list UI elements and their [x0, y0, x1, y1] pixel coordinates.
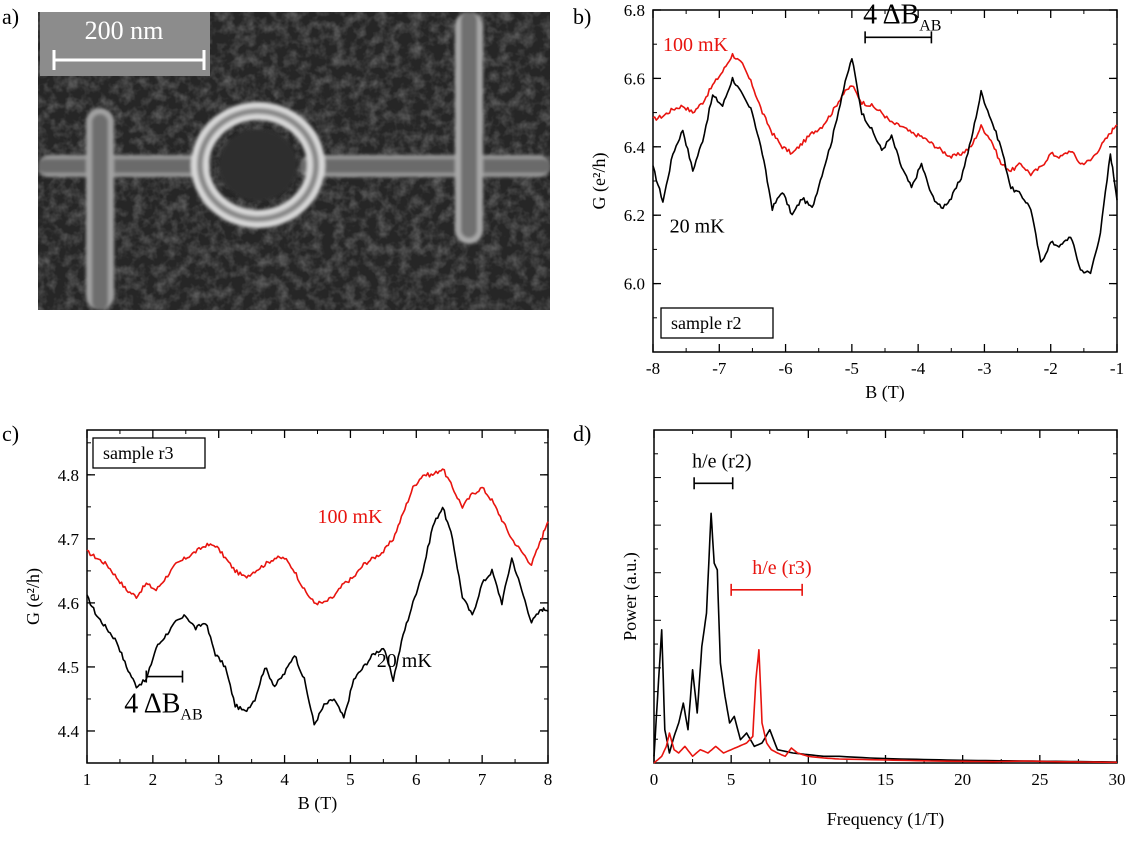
x-tick-label: 15 — [877, 770, 894, 789]
x-tick-label: 5 — [346, 770, 355, 789]
sample-label: sample r2 — [671, 313, 741, 333]
x-tick-label: -2 — [1044, 359, 1058, 378]
y-tick-label: 6.6 — [624, 69, 645, 88]
x-axis-label: B (T) — [865, 382, 905, 403]
x-tick-label: 10 — [800, 770, 817, 789]
period-annotation: 4 ΔBAB — [863, 0, 941, 34]
y-tick-label: 6.0 — [624, 275, 645, 294]
series-line-100-mK — [652, 52, 1118, 177]
x-tick-label: -4 — [911, 359, 926, 378]
y-tick-label: 4.4 — [58, 722, 80, 741]
x-tick-label: -8 — [646, 359, 660, 378]
sample-label: sample r3 — [103, 443, 173, 463]
series-label: 20 mK — [670, 215, 726, 237]
x-tick-label: 5 — [727, 770, 736, 789]
period-annotation-subscript: AB — [180, 707, 202, 724]
series-label: 20 mK — [377, 650, 433, 672]
sem-image: 200 nm — [38, 12, 550, 310]
panel-b-label: b) — [573, 4, 591, 29]
series-line-r2 — [653, 512, 1118, 763]
x-tick-label: 4 — [280, 770, 289, 789]
period-annotation: 4 ΔBAB — [124, 689, 202, 724]
x-axis-label: Frequency (1/T) — [827, 809, 944, 830]
y-tick-label: 6.4 — [624, 138, 646, 157]
x-tick-label: -7 — [712, 359, 727, 378]
x-tick-label: -6 — [778, 359, 792, 378]
panel-c-label: c) — [2, 421, 19, 446]
x-tick-label: -1 — [1110, 359, 1124, 378]
panel-d-frame — [653, 429, 1118, 764]
series-label: 100 mK — [663, 34, 729, 56]
y-tick-label: 4.8 — [58, 466, 79, 485]
x-tick-label: 30 — [1109, 770, 1126, 789]
y-tick-label: 4.7 — [58, 530, 80, 549]
x-tick-label: 7 — [478, 770, 487, 789]
x-tick-label: 0 — [650, 770, 659, 789]
x-tick-label: 1 — [83, 770, 92, 789]
series-label: 100 mK — [318, 506, 384, 528]
x-tick-label: 20 — [954, 770, 971, 789]
y-tick-label: 4.6 — [58, 594, 79, 613]
y-axis-label: G (e²/h) — [23, 568, 44, 625]
scalebar-label: 200 nm — [85, 16, 164, 45]
panel-d-chart: d) 0 5 10 15 20 25 30 Frequency (1/T) Power (a.u.… — [573, 421, 1126, 830]
y-axis-label: G (e²/h) — [589, 153, 610, 210]
y-tick-label: 6.8 — [624, 1, 645, 20]
x-tick-label: 2 — [149, 770, 158, 789]
x-tick-label: -5 — [845, 359, 859, 378]
panel-b-chart: b) -8 -7 -6 -5 -4 -3 -2 -1 6.0 6.2 6.4 6.6 6.8 B (T) G … — [573, 0, 1124, 403]
y-tick-label: 6.2 — [624, 206, 645, 225]
period-annotation-subscript: AB — [919, 17, 941, 34]
period-annotation: h/e (r3) — [752, 557, 811, 579]
sample-box — [660, 307, 774, 339]
panel-a-label: a) — [2, 4, 19, 29]
y-axis-label: Power (a.u.) — [620, 552, 641, 640]
series-line-r3 — [653, 649, 1117, 764]
sample-box — [92, 437, 206, 469]
x-tick-label: 6 — [412, 770, 421, 789]
series-line-20-mK — [86, 506, 549, 726]
x-tick-label: 8 — [544, 770, 553, 789]
series-line-100-mK — [86, 468, 549, 606]
panel-d-label: d) — [573, 421, 591, 446]
x-tick-label: 3 — [214, 770, 223, 789]
x-tick-label: -3 — [977, 359, 991, 378]
x-axis-label: B (T) — [298, 793, 338, 814]
sem-structure — [38, 12, 550, 310]
y-tick-label: 4.5 — [58, 658, 79, 677]
period-annotation: h/e (r2) — [692, 450, 751, 472]
x-tick-label: 25 — [1031, 770, 1048, 789]
panel-b-frame — [652, 9, 1118, 353]
series-line-20-mK — [652, 58, 1118, 275]
scalebar-background — [40, 12, 210, 76]
panel-c-chart: c) 1 2 3 4 5 6 7 8 4.4 4.5 4.6 4.7 4.8 B (T) G (e²/h) 10… — [2, 421, 552, 814]
